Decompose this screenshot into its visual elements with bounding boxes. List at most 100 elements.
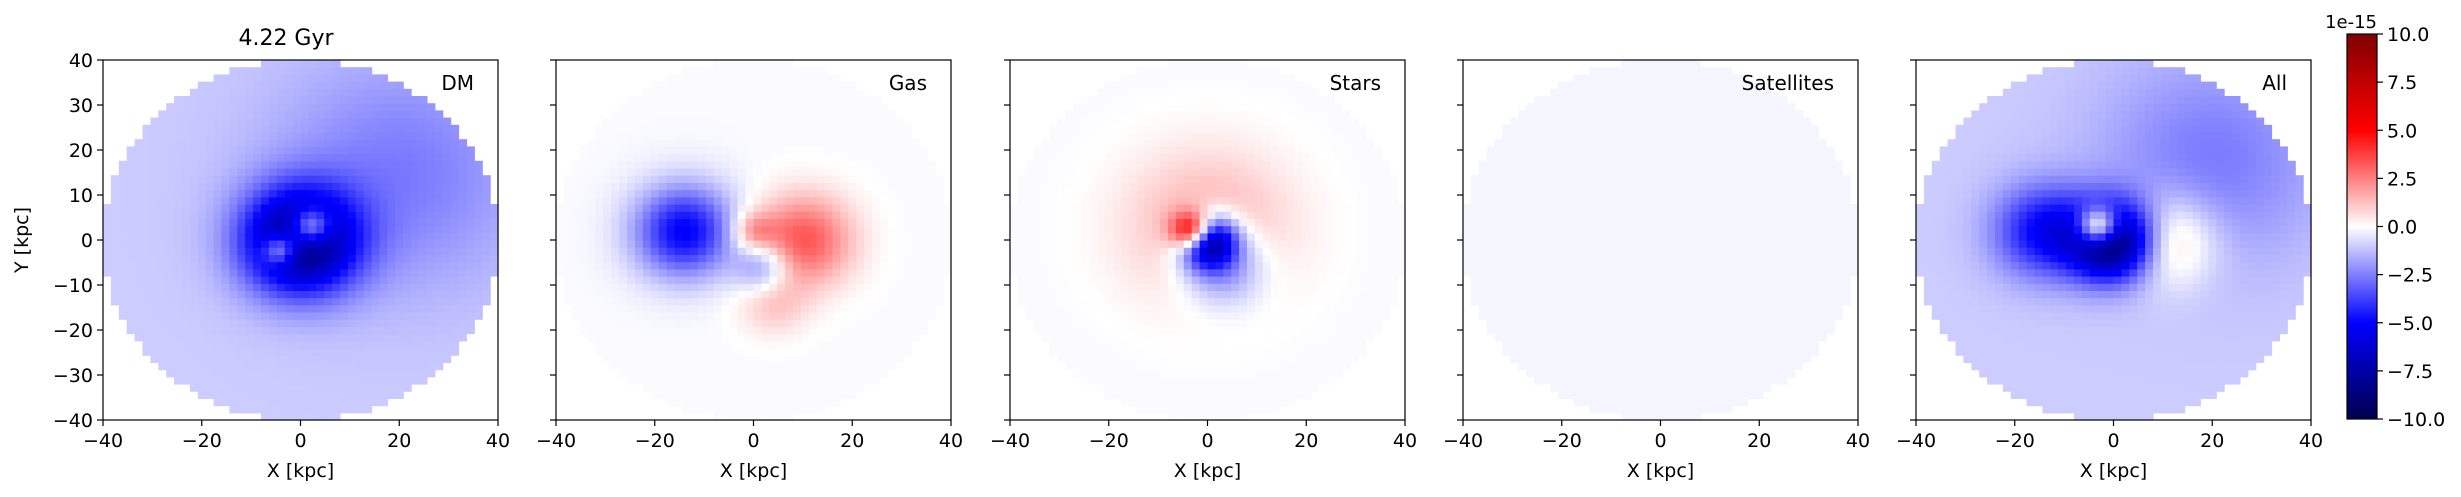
heatmap-cell — [777, 290, 786, 299]
heatmap-cell — [769, 254, 778, 263]
heatmap-cell — [1112, 117, 1122, 126]
heatmap-cell — [761, 168, 770, 176]
heatmap-cell — [300, 398, 309, 407]
heatmap-cell — [848, 326, 857, 335]
heatmap-cell — [110, 175, 120, 183]
heatmap-cell — [261, 268, 270, 277]
heatmap-cell — [1112, 160, 1122, 169]
heatmap-cell — [769, 67, 778, 75]
heatmap-cell — [363, 319, 373, 327]
heatmap-cell — [387, 146, 396, 155]
heatmap-cell — [403, 340, 412, 349]
heatmap-cell — [126, 283, 136, 291]
heatmap-cell — [379, 240, 388, 248]
heatmap-cell — [571, 254, 581, 263]
heatmap-cell — [800, 326, 810, 335]
heatmap-cell — [1160, 175, 1169, 183]
heatmap-cell — [395, 132, 404, 140]
heatmap-cell — [324, 384, 333, 392]
heatmap-cell — [642, 268, 652, 277]
heatmap-cell — [816, 81, 826, 90]
heatmap-cell — [332, 412, 341, 421]
y-tick-label: 0 — [81, 230, 93, 252]
heatmap-cell — [935, 261, 944, 270]
heatmap-cell — [911, 247, 920, 255]
heatmap-cell — [650, 290, 660, 299]
heatmap-cell — [261, 204, 270, 212]
heatmap-cell — [442, 261, 452, 270]
heatmap-cell — [300, 362, 309, 371]
heatmap-cell — [919, 211, 928, 219]
heatmap-cell — [595, 283, 604, 291]
heatmap-cell — [268, 283, 278, 291]
heatmap-cell — [737, 362, 747, 371]
heatmap-cell — [182, 333, 191, 342]
heatmap-cell — [434, 160, 444, 169]
heatmap-cell — [434, 326, 444, 335]
heatmap-cell — [268, 398, 278, 407]
heatmap-cell — [642, 168, 652, 176]
heatmap-cell — [1144, 225, 1153, 234]
heatmap-cell — [482, 247, 491, 255]
heatmap-cell — [442, 340, 452, 349]
heatmap-cell — [793, 312, 802, 320]
heatmap-cell — [737, 211, 747, 219]
heatmap-cell — [1112, 168, 1122, 176]
heatmap-cell — [658, 103, 668, 111]
heatmap-cell — [403, 290, 412, 299]
heatmap-cell — [1010, 218, 1019, 227]
heatmap-cell — [761, 369, 770, 378]
heatmap-cell — [466, 240, 475, 248]
heatmap-cell — [1144, 312, 1153, 320]
heatmap-cell — [482, 240, 491, 248]
heatmap-cell — [824, 384, 834, 392]
heatmap-cell — [587, 160, 597, 169]
heatmap-cell — [474, 160, 483, 169]
heatmap-cell — [347, 391, 357, 399]
heatmap-cell — [221, 254, 230, 263]
heatmap-cell — [355, 312, 365, 320]
heatmap-cell — [753, 67, 762, 75]
heatmap-cell — [197, 81, 207, 90]
heatmap-cell — [229, 297, 238, 306]
heatmap-cell — [1175, 132, 1185, 140]
heatmap-cell — [745, 261, 755, 270]
heatmap-cell — [690, 182, 699, 191]
heatmap-cell — [268, 297, 278, 306]
heatmap-cell — [619, 124, 628, 133]
heatmap-cell — [911, 290, 920, 299]
heatmap-cell — [666, 348, 676, 356]
heatmap-cell — [824, 369, 834, 378]
heatmap-cell — [698, 81, 707, 90]
heatmap-cell — [245, 132, 254, 140]
heatmap-cell — [387, 333, 396, 342]
heatmap-cell — [379, 369, 388, 378]
heatmap-cell — [363, 175, 373, 183]
heatmap-cell — [848, 103, 857, 111]
heatmap-cell — [769, 132, 778, 140]
heatmap-cell — [785, 182, 794, 191]
heatmap-cell — [379, 153, 388, 162]
heatmap-cell — [1183, 384, 1193, 392]
heatmap-cell — [1112, 232, 1122, 241]
heatmap-cell — [619, 132, 628, 140]
heatmap-cell — [490, 218, 499, 227]
heatmap-cell — [1073, 117, 1082, 126]
heatmap-cell — [253, 81, 262, 90]
heatmap-cell — [253, 204, 262, 212]
heatmap-cell — [347, 232, 357, 241]
heatmap-cell — [1183, 110, 1193, 119]
heatmap-cell — [1120, 146, 1130, 155]
heatmap-cell — [126, 218, 136, 227]
heatmap-cell — [698, 261, 707, 270]
heatmap-cell — [379, 103, 388, 111]
heatmap-cell — [911, 211, 920, 219]
heatmap-cell — [284, 319, 294, 327]
heatmap-cell — [761, 297, 770, 306]
heatmap-cell — [911, 168, 920, 176]
heatmap-cell — [927, 211, 936, 219]
heatmap-cell — [126, 160, 136, 169]
heatmap-cell — [627, 139, 636, 147]
heatmap-cell — [698, 283, 707, 291]
heatmap-cell — [777, 110, 786, 119]
